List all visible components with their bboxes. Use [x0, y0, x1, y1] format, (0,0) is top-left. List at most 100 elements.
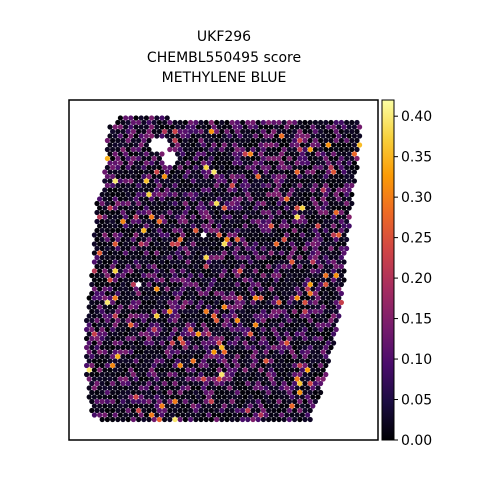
spot: [266, 389, 272, 396]
spot: [245, 281, 251, 288]
spot: [203, 344, 209, 351]
spot: [349, 137, 355, 144]
spot: [224, 326, 230, 333]
spot: [312, 263, 318, 270]
spot: [117, 232, 123, 238]
spot: [312, 362, 318, 369]
spot: [255, 128, 261, 135]
spot: [128, 304, 134, 310]
spot: [167, 380, 173, 387]
spot: [315, 277, 321, 283]
spot: [242, 385, 248, 391]
spot: [120, 218, 126, 225]
spot: [141, 407, 147, 414]
spot: [156, 335, 162, 342]
spot: [136, 353, 142, 360]
spot: [349, 155, 355, 162]
spot: [180, 385, 186, 391]
spot: [312, 173, 318, 180]
spot: [349, 200, 355, 207]
spot: [203, 182, 209, 189]
spot: [216, 385, 222, 391]
spot: [214, 353, 220, 360]
spot: [175, 403, 181, 409]
spot: [247, 304, 253, 310]
spot: [128, 340, 134, 346]
spot: [99, 416, 105, 423]
spot: [214, 227, 220, 234]
spot: [224, 200, 230, 207]
spot: [299, 367, 305, 373]
spot: [219, 281, 225, 288]
spot: [289, 151, 295, 157]
spot: [294, 205, 300, 211]
spot: [224, 218, 230, 225]
spot: [167, 182, 173, 189]
spot: [219, 344, 225, 351]
spot: [169, 376, 175, 382]
spot: [136, 389, 142, 396]
spot: [227, 412, 233, 418]
spot: [325, 268, 331, 274]
spot: [99, 362, 105, 369]
spot: [130, 308, 136, 315]
spot: [312, 326, 318, 333]
spot: [276, 308, 282, 315]
spot: [117, 385, 123, 391]
spot: [273, 232, 279, 238]
spot: [125, 164, 131, 171]
spot: [107, 124, 113, 130]
spot: [312, 308, 318, 315]
spot: [130, 335, 136, 342]
spot: [292, 353, 298, 360]
spot: [125, 362, 131, 369]
spot: [289, 250, 295, 256]
spot: [263, 340, 269, 346]
spot: [351, 178, 357, 184]
spot: [154, 295, 160, 301]
spot: [167, 407, 173, 414]
spot: [123, 412, 129, 418]
spot: [234, 254, 240, 261]
spot: [172, 173, 178, 180]
spot: [169, 250, 175, 256]
spot: [104, 146, 110, 153]
spot: [276, 335, 282, 342]
spot: [182, 380, 188, 387]
spot: [310, 205, 316, 211]
spot: [224, 119, 230, 126]
spot: [292, 236, 298, 243]
spot: [221, 304, 227, 310]
spot: [84, 371, 90, 378]
spot: [307, 128, 313, 135]
spot: [323, 335, 329, 342]
spot: [255, 362, 261, 369]
spot: [182, 326, 188, 333]
spot: [141, 290, 147, 297]
spot: [279, 151, 285, 157]
spot: [193, 398, 199, 405]
spot: [203, 407, 209, 414]
spot: [167, 254, 173, 261]
spot: [305, 196, 311, 202]
spot: [299, 322, 305, 328]
spot: [302, 254, 308, 261]
spot: [141, 416, 147, 423]
spot: [258, 322, 264, 328]
spot: [211, 376, 217, 382]
spot: [117, 124, 123, 130]
spot: [123, 358, 129, 364]
spot: [162, 362, 168, 369]
spot: [263, 277, 269, 283]
spot: [151, 155, 157, 162]
spot: [307, 173, 313, 180]
spot: [253, 403, 259, 409]
spot: [211, 142, 217, 148]
spot: [310, 340, 316, 346]
spot: [141, 326, 147, 333]
spot: [260, 290, 266, 297]
spot: [208, 155, 214, 162]
spot: [167, 353, 173, 360]
spot: [245, 173, 251, 180]
spot: [177, 137, 183, 144]
